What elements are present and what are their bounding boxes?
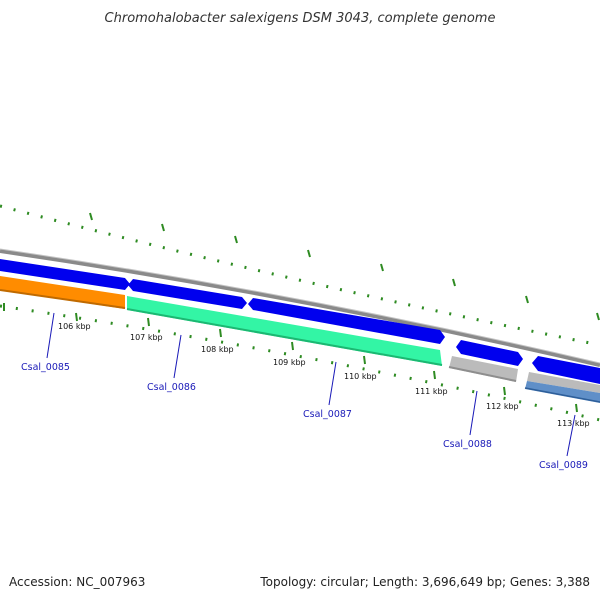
tick-label: 107 kbp (130, 333, 163, 342)
tick-label: 109 kbp (273, 358, 306, 367)
forward-cds (128, 279, 247, 309)
gene-label-csal-0089: Csal_0089 (539, 460, 588, 471)
cds-csal-0089-edge (524, 387, 600, 403)
inner-major-tick (147, 317, 150, 327)
forward-cds (456, 340, 523, 366)
inner-major-tick (291, 341, 294, 351)
inner-dots (0, 304, 600, 422)
inner-major-tick (219, 328, 222, 338)
outer-major-tick (89, 212, 93, 221)
tick-label: 108 kbp (201, 345, 234, 354)
backbone-ring-highlight (0, 248, 600, 364)
inner-major-tick (363, 355, 366, 365)
inner-major-tick (575, 403, 578, 413)
gene-label-csal-0087: Csal_0087 (303, 409, 352, 420)
outer-dots (0, 204, 600, 347)
gene-label-csal-0086: Csal_0086 (147, 382, 196, 393)
forward-cds (248, 298, 445, 344)
gene-label-lines (46, 312, 576, 457)
cds-csal-0088-edge (448, 366, 517, 382)
inner-major-tick (75, 312, 78, 322)
forward-cds-track (0, 259, 600, 384)
outer-major-tick (525, 295, 529, 304)
forward-cds (0, 259, 130, 290)
label-line-csal-0087 (328, 361, 337, 406)
outer-dotted-ring (0, 204, 600, 347)
outer-major-tick (596, 312, 600, 321)
inner-ticks (0, 303, 600, 422)
tick-label: 110 kbp (344, 372, 377, 381)
tick-label: 112 kbp (486, 402, 519, 411)
outer-major-tick (380, 263, 384, 272)
label-line-csal-0088 (469, 390, 478, 436)
cds-csal-0085-edge (0, 289, 126, 309)
inner-major-tick (503, 386, 506, 396)
genome-summary-text: Topology: circular; Length: 3,696,649 bp… (259, 575, 590, 589)
cds-csal-0089 (525, 381, 600, 403)
gene-label-csal-0088: Csal_0088 (443, 439, 492, 450)
map-title: Chromohalobacter salexigens DSM 3043, co… (105, 11, 496, 26)
cds-csal-0086-edge (126, 308, 443, 366)
label-line-csal-0089 (566, 414, 576, 457)
outer-ticks (0, 204, 600, 347)
cds-csal-0085 (0, 276, 125, 309)
inner-major-tick (433, 370, 436, 380)
outer-major-tick (161, 223, 165, 232)
outer-major-tick (234, 235, 238, 244)
outer-major-tick (452, 278, 456, 287)
cds-csal-0086 (127, 296, 442, 366)
outer-major-tick (307, 249, 311, 258)
accession-text: Accession: NC_007963 (9, 575, 145, 589)
reverse-cds-track (0, 276, 600, 403)
tick-label: 106 kbp (58, 322, 91, 331)
label-line-csal-0086 (173, 334, 182, 379)
cds-grey-2 (527, 372, 600, 393)
backbone-ring (0, 249, 600, 367)
label-line-csal-0085 (46, 312, 55, 359)
cds-csal-0088 (449, 356, 518, 382)
gene-labels: Csal_0085 Csal_0086 Csal_0087 Csal_0088 … (21, 362, 588, 471)
gene-label-csal-0085: Csal_0085 (21, 362, 70, 373)
forward-cds (532, 356, 600, 384)
tick-label: 111 kbp (415, 387, 448, 396)
